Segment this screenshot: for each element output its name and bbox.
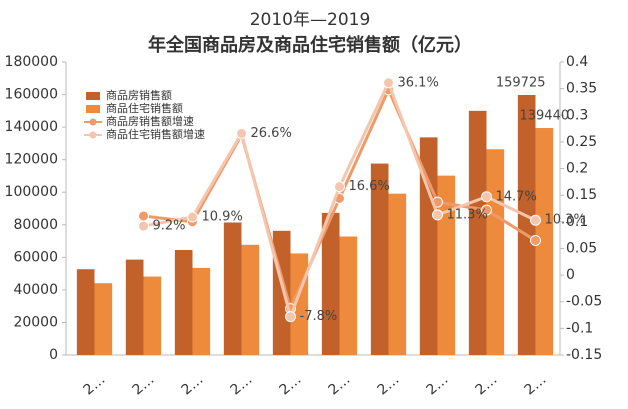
legend-swatch (86, 105, 100, 113)
chart-title: 2010年—2019 (250, 10, 371, 30)
x-tick-label: 2… (130, 372, 158, 399)
y2-tick-label: 0.15 (566, 187, 597, 203)
line-marker (530, 214, 541, 226)
chart-subtitle: 年全国商品房及商品住宅销售额（亿元） (148, 34, 472, 56)
bar (388, 193, 407, 355)
line-marker (530, 234, 541, 246)
data-label: -7.8% (300, 309, 338, 324)
bar (517, 95, 536, 355)
bar (370, 163, 389, 355)
x-tick-label: 2… (179, 372, 207, 399)
x-tick-label: 2… (81, 372, 109, 399)
bar (468, 110, 487, 355)
bar-value-label: 139440 (519, 109, 569, 124)
y2-tick-label: -0.15 (566, 347, 602, 363)
bar (241, 244, 260, 355)
legend-swatch (86, 92, 100, 100)
y2-tick-label: 0.1 (566, 214, 588, 230)
line-marker (334, 181, 345, 193)
legend-label: 商品房销售额 (106, 88, 172, 102)
bar (272, 230, 291, 355)
legend-label: 商品住宅销售额增速 (106, 127, 205, 141)
bar (339, 236, 358, 355)
y2-tick-label: 0.25 (566, 134, 597, 150)
x-tick-label: 2… (228, 372, 256, 399)
y2-tick-label: 0.3 (566, 107, 588, 123)
bar (76, 269, 95, 355)
y2-tick-label: 0.2 (566, 161, 588, 177)
bar (486, 149, 505, 355)
data-label: 14.7% (496, 189, 537, 204)
line-marker (481, 191, 492, 203)
bar (143, 276, 162, 355)
x-tick-label: 2… (375, 372, 403, 399)
y2-tick-label: 0 (566, 267, 575, 283)
y2-tick-label: 0.35 (566, 81, 597, 97)
bar (535, 128, 554, 355)
line-marker (138, 210, 149, 222)
line-marker (187, 211, 198, 223)
y-tick-label: 140000 (5, 119, 58, 135)
data-label: 10.3% (545, 213, 586, 228)
data-label: 11.3% (447, 207, 488, 222)
y2-tick-label: -0.1 (566, 320, 593, 336)
bar (94, 283, 113, 355)
x-tick-label: 2… (277, 372, 305, 399)
data-label: 9.2% (153, 219, 186, 234)
y2-tick-label: -0.05 (566, 294, 602, 310)
bar (437, 175, 456, 355)
x-tick-label: 2… (424, 372, 452, 399)
bar (192, 267, 211, 355)
x-tick-label: 2… (522, 372, 550, 399)
y-tick-label: 160000 (5, 87, 58, 103)
bar (125, 259, 144, 355)
y-tick-label: 0 (49, 347, 58, 363)
bar-value-label: 159725 (496, 76, 546, 91)
line-marker (236, 127, 247, 139)
y-tick-label: 40000 (13, 282, 58, 298)
legend-label: 商品房销售额增速 (106, 114, 194, 128)
bar (321, 212, 340, 355)
x-tick-label: 2… (326, 372, 354, 399)
data-label: 10.9% (202, 210, 243, 225)
line-marker (432, 209, 443, 221)
y-tick-label: 80000 (13, 217, 58, 233)
y-tick-label: 20000 (13, 314, 58, 330)
line-marker (138, 220, 149, 232)
y-tick-label: 60000 (13, 249, 58, 265)
legend-marker (89, 131, 97, 139)
y-tick-label: 180000 (5, 54, 58, 70)
y-tick-label: 100000 (5, 184, 58, 200)
data-label: 26.6% (251, 126, 292, 141)
data-label: 36.1% (398, 75, 439, 90)
line-marker (481, 204, 492, 216)
line-marker (383, 77, 394, 89)
y2-tick-label: 0.4 (566, 54, 588, 70)
y-tick-label: 120000 (5, 152, 58, 168)
line-marker (285, 311, 296, 323)
bar (223, 222, 242, 355)
bar (174, 250, 193, 355)
y2-tick-label: 0.05 (566, 240, 597, 256)
x-tick-label: 2… (473, 372, 501, 399)
data-label: 16.6% (349, 179, 390, 194)
legend-label: 商品住宅销售额 (106, 101, 183, 115)
legend-marker (89, 118, 97, 126)
